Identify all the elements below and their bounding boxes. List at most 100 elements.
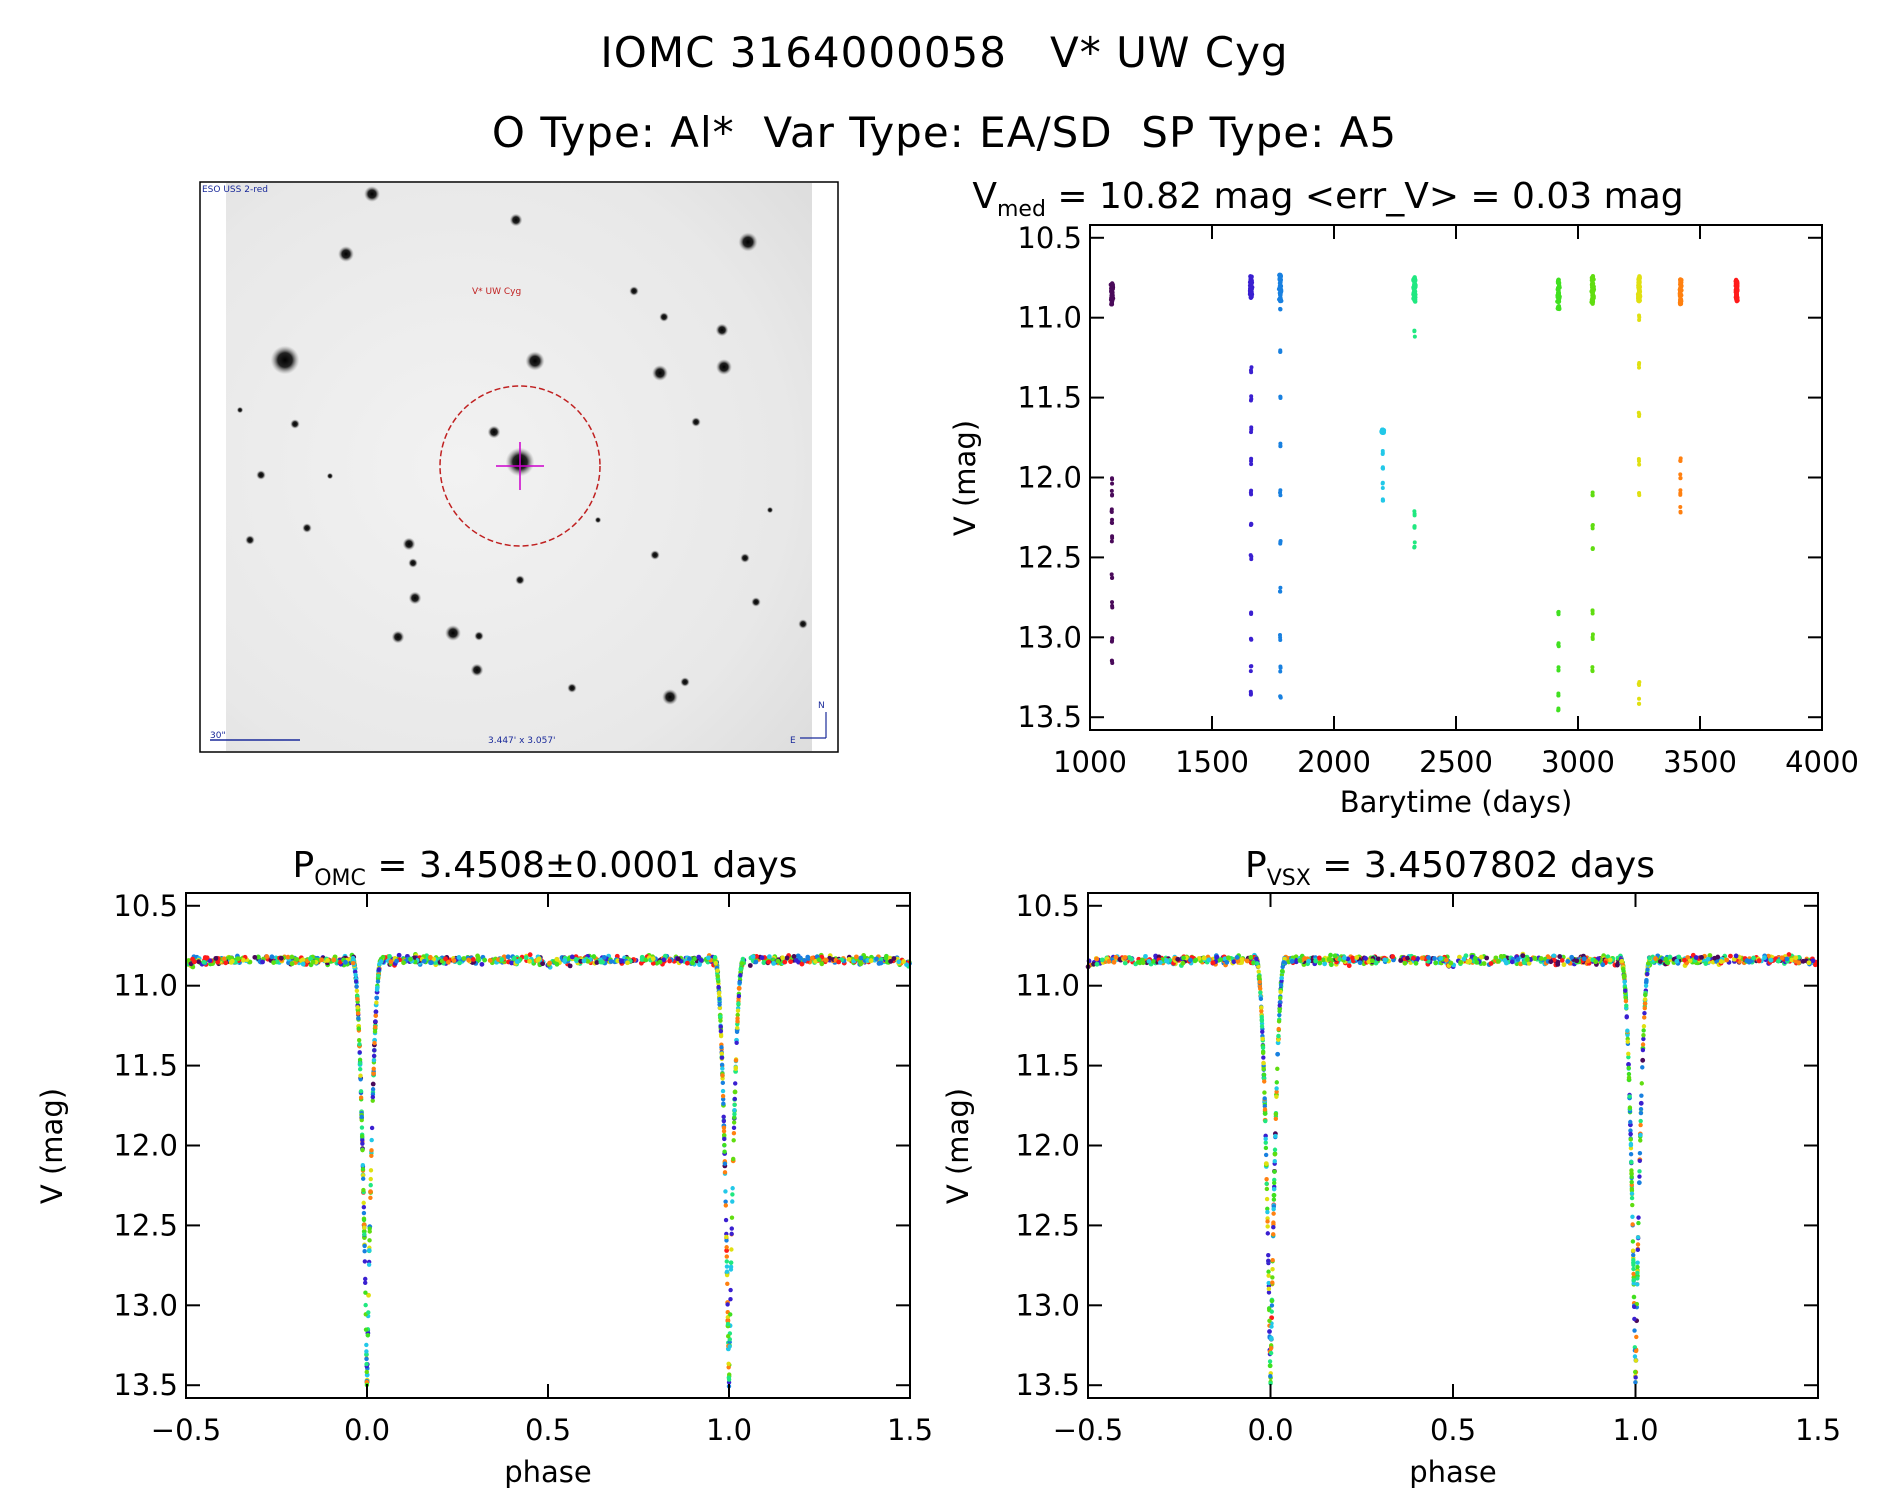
phase-point (1274, 1080, 1279, 1085)
phase-point (1637, 1174, 1642, 1179)
phase-point (1264, 1181, 1269, 1186)
phase-point (289, 961, 295, 967)
phase-point (1515, 957, 1521, 962)
phase-point (373, 1009, 379, 1015)
ts-point (1380, 452, 1385, 457)
phase-point (1267, 1329, 1272, 1334)
phase-point (720, 1088, 726, 1094)
phase-point (1643, 992, 1648, 998)
phase-point (713, 960, 718, 966)
phase-point (735, 1019, 740, 1024)
phase-point (766, 954, 772, 960)
phase-point (1332, 953, 1338, 959)
ts-point (1110, 575, 1115, 580)
phase-point (1140, 960, 1146, 966)
phase-point (1525, 957, 1530, 963)
phase-point (717, 1002, 722, 1007)
scale-label: 30" (210, 731, 226, 741)
phase-point (1289, 959, 1295, 964)
ts-point (1637, 361, 1642, 366)
time-series-xlabel: Barytime (days) (1340, 785, 1573, 819)
x-tick-label: 0.0 (1247, 1413, 1293, 1447)
phase-point (1631, 1260, 1636, 1266)
phase-point (1626, 1071, 1632, 1077)
ts-point (1678, 292, 1683, 298)
phase-point (791, 954, 797, 959)
phase-point (1271, 1232, 1276, 1237)
phase-point (1633, 1358, 1639, 1363)
phase-point (784, 955, 790, 961)
phase-point (439, 958, 445, 964)
phase-point (271, 960, 277, 965)
phase-point (1357, 960, 1363, 966)
phase-point (365, 1332, 371, 1338)
phase-point (718, 1033, 724, 1039)
ts-point (1556, 665, 1561, 670)
phase-point (728, 1296, 733, 1302)
star (594, 516, 602, 524)
phase-point (720, 1066, 725, 1071)
phase-point (1261, 1072, 1267, 1078)
phase-point (823, 957, 829, 963)
phase-point (1458, 959, 1464, 965)
phase-point (1636, 1180, 1642, 1186)
phase-point (367, 1238, 372, 1243)
phase-point (661, 957, 667, 963)
phase-point (1641, 1036, 1646, 1042)
phase-point (357, 1050, 362, 1055)
phase-point (639, 957, 645, 962)
phase-point (1279, 968, 1285, 974)
phase-point (325, 957, 330, 963)
x-tick-label: 2000 (1297, 745, 1371, 779)
phase-point (698, 957, 704, 963)
phase-point (364, 1342, 369, 1348)
phase-point (1235, 958, 1241, 964)
ts-point (1590, 668, 1595, 673)
phase-point (721, 1118, 727, 1124)
phase-point (221, 956, 227, 962)
ts-point (1412, 334, 1417, 339)
phase-point (1621, 968, 1626, 974)
phase-point (1419, 955, 1425, 961)
phase-point (470, 957, 476, 962)
phase-point (1180, 960, 1186, 966)
phase-point (1091, 961, 1097, 967)
star (509, 213, 523, 227)
phase-point (1628, 1131, 1633, 1137)
phase-point (1626, 1062, 1631, 1067)
phase-point (1718, 959, 1724, 964)
phase-point (355, 1011, 361, 1016)
phase-omc-frame (185, 892, 911, 1399)
phase-point (1638, 1106, 1644, 1112)
phase-point (1426, 955, 1431, 960)
ts-point (1637, 365, 1642, 370)
phase-point (1438, 955, 1444, 961)
phase-point (723, 1199, 728, 1204)
phase-point (368, 1182, 373, 1188)
phase-point (535, 957, 541, 963)
phase-point (401, 960, 406, 966)
phase-point (573, 956, 579, 962)
phase-point (1270, 1280, 1275, 1285)
phase-point (427, 954, 433, 960)
phase-omc-plot: POMC = 3.4508±0.0001 days −0.5 0.0 0.5 1.0 1… (35, 845, 933, 1489)
phase-point (846, 956, 852, 962)
phase-point (368, 1168, 374, 1173)
phase-point (720, 1093, 726, 1099)
phase-point (1636, 1220, 1641, 1226)
y-tick-label: 12.0 (1017, 461, 1082, 495)
main-title: IOMC 3164000058 V* UW Cyg (600, 28, 1289, 77)
time-series-plot: Vmed = 10.82 mag <err_V> = 0.03 mag 1000… (948, 176, 1859, 819)
phase-point (766, 959, 771, 965)
ts-point (1637, 701, 1642, 706)
phase-point (1707, 953, 1713, 958)
phase-point (585, 958, 591, 964)
phase-point (728, 1260, 734, 1265)
ts-point (1637, 462, 1642, 467)
phase-point (1793, 955, 1799, 961)
phase-point (858, 961, 864, 967)
phase-point (724, 1234, 729, 1240)
phase-point (1261, 1060, 1266, 1066)
phase-point (719, 1062, 725, 1067)
phase-point (1705, 956, 1711, 962)
